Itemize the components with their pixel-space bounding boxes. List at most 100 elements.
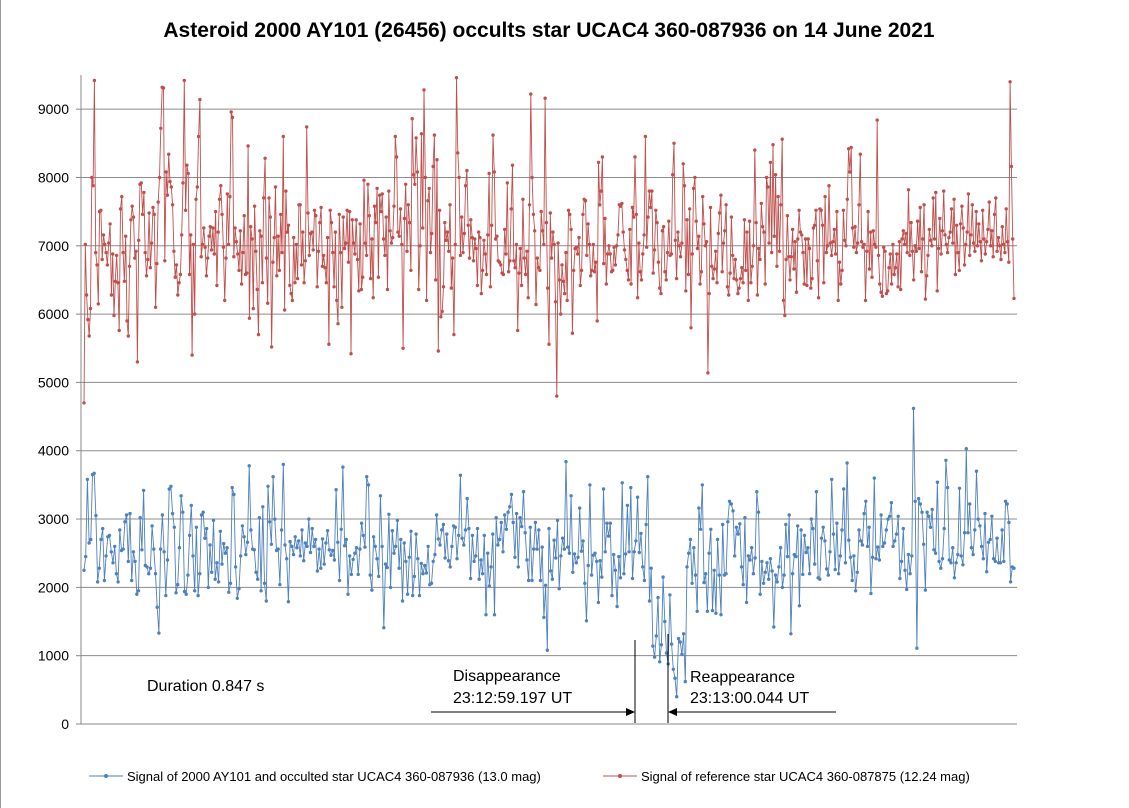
data-point — [479, 291, 483, 296]
data-point — [741, 281, 745, 285]
data-point — [905, 250, 909, 255]
data-point — [443, 556, 447, 560]
data-point — [711, 276, 715, 281]
data-point — [567, 551, 572, 555]
data-point — [250, 237, 254, 241]
data-point — [194, 197, 198, 201]
data-point — [87, 334, 91, 338]
data-point — [383, 253, 387, 258]
data-point — [469, 218, 473, 222]
data-point — [277, 268, 282, 273]
data-point — [731, 253, 735, 258]
data-point — [126, 559, 130, 564]
data-point — [639, 531, 643, 536]
data-point — [1004, 207, 1008, 211]
data-point — [131, 550, 136, 554]
data-point — [566, 545, 570, 549]
data-point — [272, 235, 276, 240]
legend-label-0: Signal of 2000 AY101 and occulted star U… — [127, 769, 541, 784]
data-point — [565, 298, 569, 303]
data-point — [593, 551, 597, 555]
data-point — [888, 252, 892, 256]
data-point — [407, 555, 411, 559]
data-point — [741, 582, 745, 587]
data-point — [92, 471, 96, 475]
data-point — [934, 190, 938, 195]
data-point — [199, 255, 203, 259]
data-point — [892, 272, 896, 277]
data-point — [307, 517, 311, 521]
data-point — [256, 332, 261, 337]
data-point — [85, 477, 90, 482]
data-point — [547, 526, 551, 531]
y-tick-label: 4000 — [38, 443, 69, 459]
data-point — [857, 203, 861, 207]
data-point — [537, 528, 541, 532]
data-point — [401, 346, 405, 350]
data-point — [345, 208, 349, 212]
data-point — [418, 244, 422, 248]
data-point — [882, 245, 886, 249]
data-point — [148, 266, 153, 270]
data-point — [704, 572, 708, 576]
data-point — [346, 260, 351, 264]
data-point — [516, 565, 520, 569]
data-point — [151, 205, 155, 210]
data-point — [139, 181, 143, 185]
data-point — [528, 525, 532, 529]
data-point — [966, 192, 971, 196]
data-point — [542, 242, 546, 247]
data-point — [613, 568, 618, 572]
data-point — [383, 562, 388, 566]
data-point — [603, 216, 607, 221]
data-point — [111, 561, 115, 565]
data-point — [314, 214, 318, 218]
data-point — [202, 226, 206, 230]
data-point — [247, 316, 252, 320]
data-point — [176, 582, 180, 587]
data-point — [628, 227, 632, 232]
data-point — [152, 212, 156, 217]
data-point — [380, 544, 384, 549]
data-point — [736, 291, 740, 296]
data-point — [146, 257, 150, 262]
data-point — [974, 469, 979, 473]
data-point — [380, 192, 384, 196]
data-point — [894, 532, 899, 536]
data-point — [334, 488, 338, 492]
data-point — [758, 257, 762, 262]
series-line — [83, 408, 1015, 697]
data-point — [676, 230, 680, 234]
data-point — [552, 538, 556, 542]
data-point — [787, 255, 791, 259]
data-point — [661, 575, 665, 579]
data-point — [264, 256, 269, 260]
data-point — [835, 521, 839, 525]
data-point — [922, 203, 926, 207]
data-point — [680, 241, 684, 245]
data-point — [181, 510, 185, 514]
data-point — [763, 570, 767, 574]
data-point — [780, 137, 784, 141]
data-point — [882, 541, 887, 545]
data-point — [943, 233, 947, 237]
data-point — [388, 229, 392, 233]
data-point — [129, 218, 133, 222]
data-point — [333, 230, 338, 234]
data-point — [230, 115, 235, 120]
data-point — [561, 279, 565, 283]
data-point — [147, 572, 151, 576]
data-point — [766, 185, 770, 189]
data-point — [124, 513, 129, 517]
data-point — [263, 156, 267, 160]
data-point — [358, 547, 362, 551]
data-point — [913, 499, 917, 503]
data-point — [226, 242, 231, 247]
data-point — [870, 275, 874, 279]
data-point — [143, 250, 147, 255]
data-point — [478, 235, 482, 240]
data-point — [642, 578, 647, 583]
data-point — [770, 569, 774, 573]
data-point — [840, 528, 844, 532]
data-point — [342, 246, 347, 251]
